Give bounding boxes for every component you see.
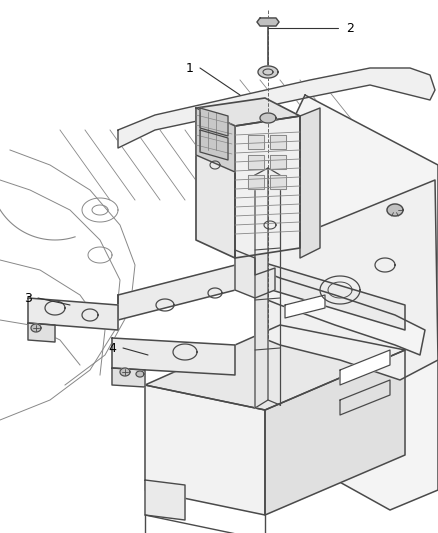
Polygon shape — [257, 18, 279, 26]
Polygon shape — [340, 350, 390, 385]
Polygon shape — [235, 250, 275, 298]
Polygon shape — [145, 385, 265, 515]
Polygon shape — [285, 295, 325, 318]
Polygon shape — [248, 135, 264, 149]
Polygon shape — [235, 116, 300, 258]
Polygon shape — [260, 113, 276, 123]
Polygon shape — [265, 350, 405, 515]
Polygon shape — [300, 108, 320, 258]
Text: 4: 4 — [108, 342, 116, 354]
Polygon shape — [270, 155, 286, 169]
Polygon shape — [255, 95, 438, 510]
Polygon shape — [270, 135, 286, 149]
Polygon shape — [145, 480, 185, 520]
Polygon shape — [28, 323, 55, 342]
Polygon shape — [118, 260, 405, 330]
Polygon shape — [28, 298, 118, 330]
Polygon shape — [387, 204, 403, 216]
Polygon shape — [196, 108, 235, 172]
Text: 3: 3 — [24, 292, 32, 304]
Polygon shape — [248, 175, 264, 189]
Polygon shape — [112, 338, 235, 375]
Polygon shape — [255, 180, 438, 380]
Polygon shape — [255, 168, 268, 408]
Polygon shape — [258, 66, 278, 78]
Polygon shape — [200, 108, 228, 136]
Polygon shape — [270, 175, 286, 189]
Text: 1: 1 — [186, 61, 194, 75]
Polygon shape — [200, 130, 228, 160]
Polygon shape — [118, 68, 435, 148]
Polygon shape — [31, 324, 41, 332]
Text: 2: 2 — [346, 21, 354, 35]
Polygon shape — [136, 371, 144, 377]
Polygon shape — [145, 325, 405, 410]
Polygon shape — [112, 368, 145, 387]
Polygon shape — [196, 98, 300, 126]
Polygon shape — [120, 368, 130, 376]
Polygon shape — [196, 108, 235, 258]
Polygon shape — [248, 155, 264, 169]
